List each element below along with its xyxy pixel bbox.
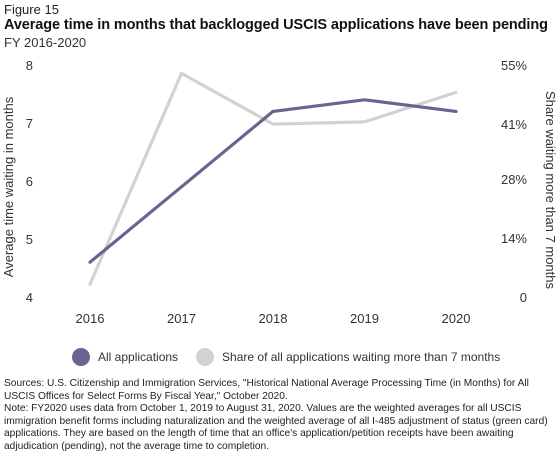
x-tick-label: 2017	[167, 311, 196, 326]
chart-subtitle: FY 2016-2020	[4, 35, 87, 50]
right-tick-label: 55%	[501, 58, 527, 73]
right-tick-label: 41%	[501, 117, 527, 132]
left-axis-label: Average time waiting in months	[1, 96, 16, 277]
left-tick-label: 6	[26, 174, 33, 189]
legend: All applications Share of all applicatio…	[72, 348, 518, 366]
legend-label-share-waiting: Share of all applications waiting more t…	[222, 350, 501, 364]
left-tick-label: 5	[26, 232, 33, 247]
left-tick-label: 4	[26, 290, 33, 305]
x-tick-label: 2016	[76, 311, 105, 326]
right-tick-label: 14%	[501, 231, 527, 246]
x-tick-label: 2020	[442, 311, 471, 326]
legend-swatch-share-waiting	[196, 348, 215, 366]
left-tick-label: 8	[26, 58, 33, 73]
right-tick-label: 28%	[501, 172, 527, 187]
legend-item-share-waiting: Share of all applications waiting more t…	[196, 348, 500, 366]
line-chart: 4 5 6 7 8 0 14% 28% 41% 55% 2016 2017 2018 2019 2020…	[1, 58, 558, 326]
right-tick-label: 0	[520, 290, 527, 305]
legend-item-all-applications: All applications	[72, 348, 178, 366]
series-line-share-waiting	[88, 71, 458, 286]
right-axis-ticks: 0 14% 28% 41% 55%	[501, 58, 527, 305]
source-notes: Sources: U.S. Citizenship and Immigratio…	[4, 378, 556, 454]
x-tick-label: 2019	[350, 311, 379, 326]
x-tick-label: 2018	[259, 311, 288, 326]
note-text: Note: FY2020 uses data from October 1, 2…	[4, 403, 548, 452]
right-axis-label: Share waiting more than 7 months	[543, 91, 558, 289]
series-line-all-applications	[88, 98, 458, 264]
left-axis-ticks: 4 5 6 7 8	[26, 58, 33, 305]
legend-swatch-all-applications	[72, 348, 90, 366]
chart-title: Average time in months that backlogged U…	[4, 17, 548, 33]
series-lines	[88, 71, 458, 286]
sources-text: Sources: U.S. Citizenship and Immigratio…	[4, 378, 529, 402]
x-axis-ticks: 2016 2017 2018 2019 2020	[76, 311, 471, 326]
left-tick-label: 7	[26, 116, 33, 131]
figure-label: Figure 15	[4, 2, 59, 17]
legend-label-all-applications: All applications	[98, 350, 179, 364]
